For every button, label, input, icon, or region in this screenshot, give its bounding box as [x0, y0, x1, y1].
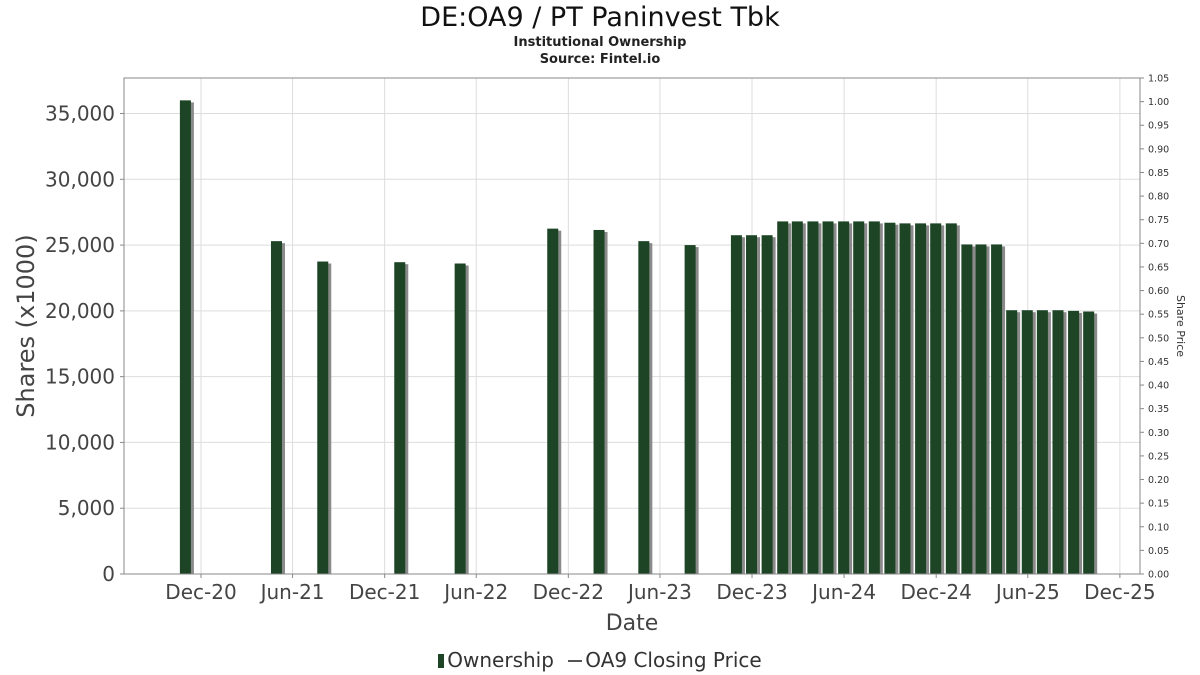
- y2-tick-label: 0.15: [1148, 499, 1169, 510]
- y2-tick-label: 0.20: [1148, 475, 1169, 486]
- y2-tick-label: 1.05: [1148, 74, 1169, 85]
- ownership-bar: [317, 261, 329, 574]
- ownership-bar: [991, 244, 1003, 575]
- y2-tick-label: 0.55: [1148, 310, 1169, 321]
- y-tick-label: 20,000: [45, 299, 115, 323]
- legend: Ownership OA9 Closing Price: [0, 646, 1200, 672]
- y2-tick-label: 0.60: [1148, 286, 1169, 297]
- chart-title: DE:OA9 / PT Paninvest Tbk: [420, 2, 780, 33]
- ownership-bar: [454, 263, 466, 574]
- x-tick-label: Jun-23: [626, 580, 692, 604]
- ownership-bar: [791, 221, 803, 575]
- ownership-bar: [593, 229, 605, 574]
- y2-tick-label: 0.65: [1148, 262, 1169, 273]
- x-axis-label: Date: [606, 611, 659, 636]
- ownership-bar: [868, 221, 880, 575]
- legend-label-price: OA9 Closing Price: [585, 647, 762, 672]
- ownership-bar: [1006, 310, 1018, 574]
- ownership-bar: [761, 235, 773, 574]
- y2-tick-label: 0.50: [1148, 333, 1169, 344]
- ownership-bar: [1052, 310, 1064, 574]
- ownership-bar: [975, 244, 987, 575]
- chart-subtitle: Institutional Ownership: [513, 35, 687, 50]
- ownership-bar: [1036, 310, 1048, 574]
- y2-tick-label: 0.45: [1148, 357, 1169, 368]
- x-tick-label: Dec-24: [901, 580, 972, 604]
- price-swatch: [568, 660, 583, 662]
- x-tick-label: Jun-24: [810, 580, 876, 604]
- y2-tick-label: 0.35: [1148, 404, 1169, 415]
- y-tick-label: 30,000: [45, 167, 115, 191]
- y2-axis-label: Share Price: [1174, 295, 1187, 357]
- ownership-bar: [270, 241, 282, 575]
- x-tick-label: Dec-22: [533, 580, 604, 604]
- y2-tick-label: 0.40: [1148, 381, 1169, 392]
- y-tick-label: 10,000: [45, 430, 115, 454]
- x-tick-label: Jun-22: [442, 580, 508, 604]
- legend-label-ownership: Ownership: [447, 647, 554, 672]
- x-tick-label: Dec-23: [716, 580, 787, 604]
- y2-tick-label: 0.95: [1148, 121, 1169, 132]
- plot-frame: [123, 77, 1141, 575]
- ownership-bar: [777, 221, 789, 575]
- ownership-bar: [730, 235, 742, 574]
- y-axis: 0 5,000 10,000 15,000 20,000 25,000 30,000 35,0…: [45, 102, 124, 586]
- y2-tick-label: 1.00: [1148, 97, 1169, 108]
- x-axis: Dec-20 Jun-21 Dec-21 Jun-22 Dec-22 Jun-23 Dec-…: [165, 574, 1156, 604]
- legend-item-ownership: Ownership: [438, 648, 554, 672]
- y2-tick-label: 0.30: [1148, 428, 1169, 439]
- ownership-bar: [807, 221, 819, 575]
- ownership-bar: [961, 244, 973, 575]
- ownership-bar: [915, 223, 927, 574]
- y2-tick-label: 0.70: [1148, 239, 1169, 250]
- ownership-bar: [394, 262, 406, 574]
- y2-tick-label: 0.25: [1148, 451, 1169, 462]
- ownership-bar: [684, 245, 696, 575]
- ownership-bar: [838, 221, 850, 575]
- y2-tick-label: 0.00: [1148, 570, 1169, 581]
- y2-tick-label: 0.80: [1148, 192, 1169, 203]
- ownership-bar: [638, 241, 650, 575]
- y-tick-label: 5,000: [58, 496, 115, 520]
- ownership-bar: [1068, 310, 1080, 574]
- x-tick-label: Jun-21: [259, 580, 325, 604]
- y2-tick-label: 0.75: [1148, 215, 1169, 226]
- y-tick-label: 35,000: [45, 102, 115, 126]
- y-axis-label: Shares (x1000): [12, 234, 40, 417]
- bars-layer: [179, 100, 1098, 575]
- y2-tick-label: 0.05: [1148, 546, 1169, 557]
- chart-source: Source: Fintel.io: [539, 52, 661, 67]
- ownership-bar: [899, 223, 911, 574]
- x-tick-label: Dec-20: [165, 580, 236, 604]
- ownership-bar: [1021, 310, 1033, 574]
- ownership-bar: [945, 223, 957, 574]
- y-tick-label: 15,000: [45, 365, 115, 389]
- y-tick-label: 25,000: [45, 233, 115, 257]
- ownership-bar: [179, 100, 191, 574]
- ownership-bar: [930, 223, 942, 574]
- ownership-bar: [822, 221, 834, 575]
- ownership-bar: [1083, 311, 1095, 574]
- legend-item-price: OA9 Closing Price: [560, 647, 762, 672]
- x-tick-label: Dec-21: [349, 580, 420, 604]
- y2-tick-label: 0.90: [1148, 144, 1169, 155]
- x-tick-label: Dec-25: [1084, 580, 1155, 604]
- ownership-bar: [746, 235, 758, 574]
- ownership-bar: [853, 221, 865, 575]
- y2-tick-label: 0.10: [1148, 522, 1169, 533]
- ownership-bar: [547, 228, 559, 574]
- y2-axis: 0.00 0.05 0.10 0.15 0.20 0.25 0.30 0.35 0.40 0.45…: [1140, 74, 1169, 581]
- ownership-bar: [884, 222, 896, 574]
- x-tick-label: Jun-25: [994, 580, 1060, 604]
- y2-tick-label: 0.85: [1148, 168, 1169, 179]
- y-tick-label: 0: [102, 562, 115, 586]
- ownership-swatch: [438, 654, 445, 668]
